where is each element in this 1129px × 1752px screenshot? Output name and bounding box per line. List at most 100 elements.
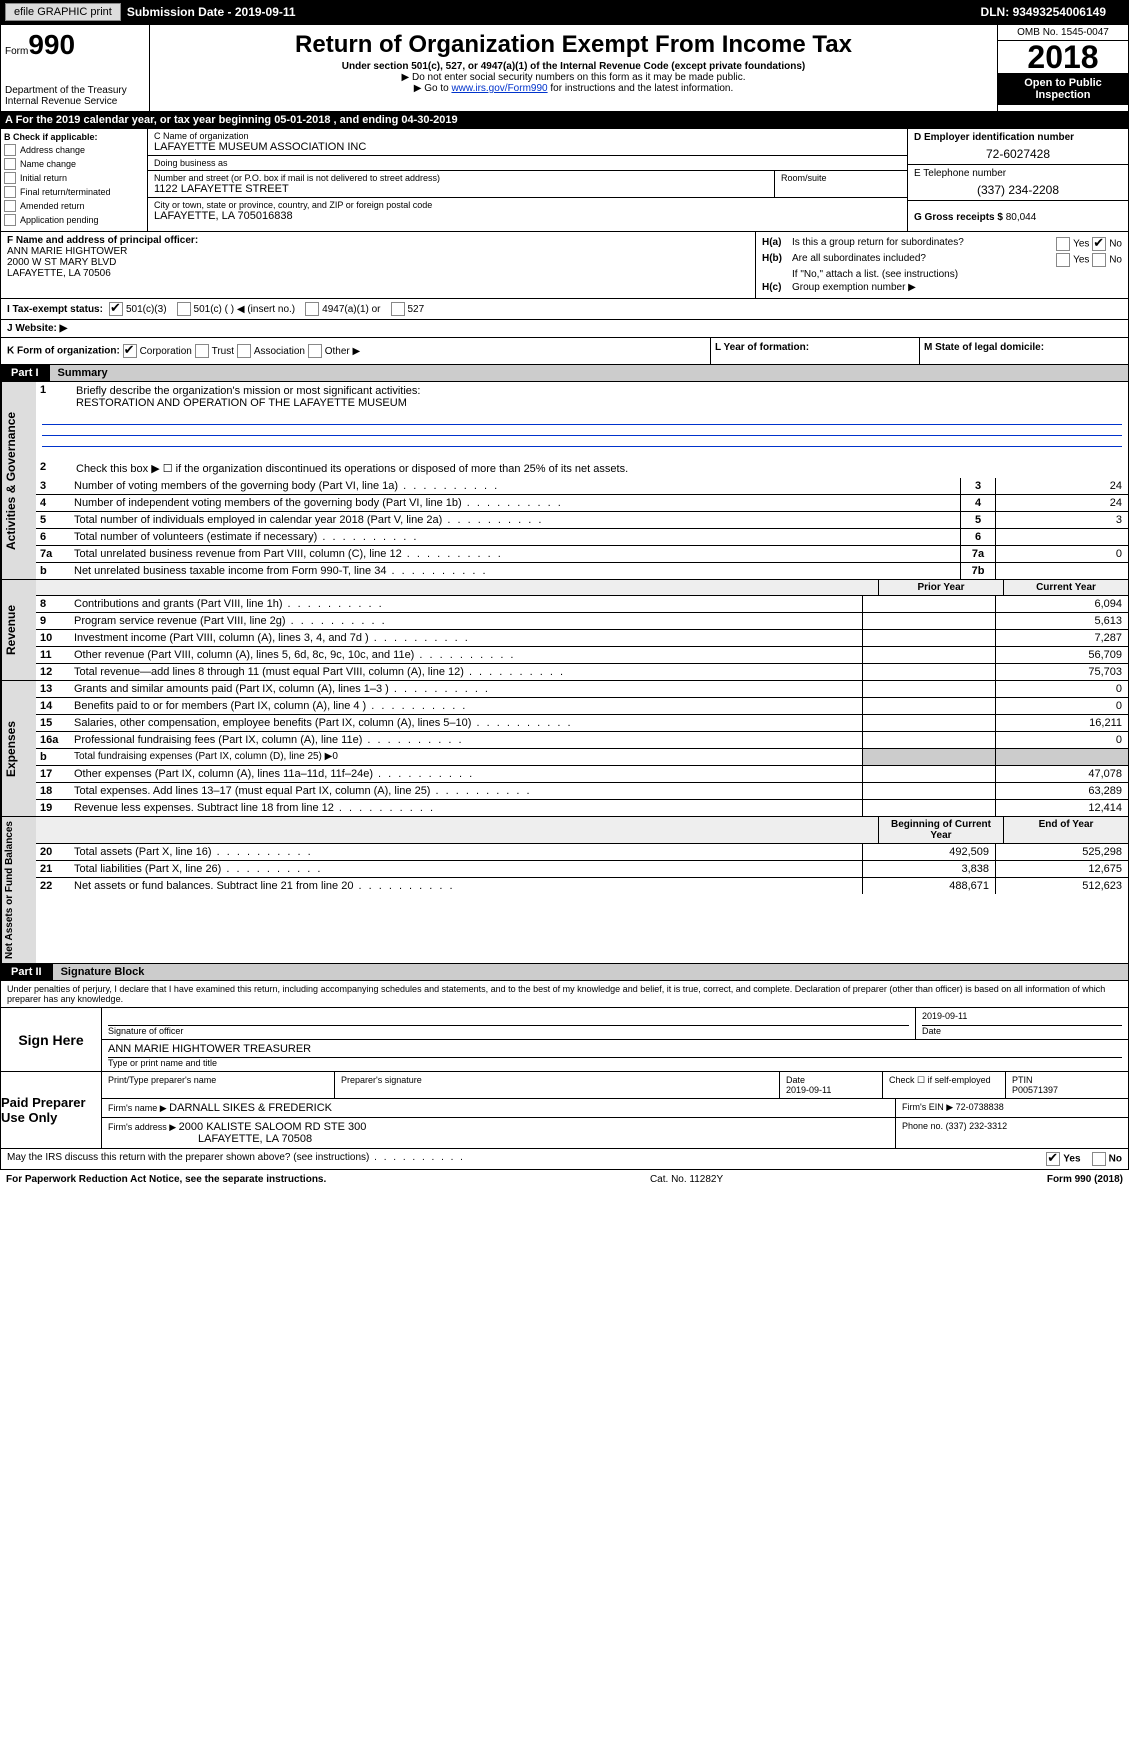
ha-answer: Yes No: [1032, 237, 1122, 251]
pdate-value: 2019-09-11: [786, 1085, 876, 1095]
opt-other[interactable]: Other ▶: [308, 346, 360, 357]
phone-value: (337) 234-2208: [914, 183, 1122, 197]
line-number: b: [36, 749, 70, 765]
row-j-website: J Website: ▶: [0, 320, 1129, 338]
checkbox-icon[interactable]: [1056, 253, 1070, 267]
room-cell: Room/suite: [775, 171, 907, 197]
line-text: Investment income (Part VIII, column (A)…: [70, 630, 862, 646]
form-number: Form990: [5, 29, 145, 61]
form-header-left: Form990 Department of the Treasury Inter…: [1, 25, 150, 111]
ptin-value: P00571397: [1012, 1085, 1122, 1095]
f-addr1: 2000 W ST MARY BLVD: [7, 257, 749, 268]
i-label: I Tax-exempt status:: [7, 304, 103, 315]
cb-address-change[interactable]: Address change: [4, 144, 144, 156]
pdate-cell: Date 2019-09-11: [780, 1072, 883, 1098]
f-addr2: LAFAYETTE, LA 70506: [7, 268, 749, 279]
ein-value: 72-6027428: [914, 147, 1122, 161]
opt-527[interactable]: 527: [391, 302, 425, 316]
discuss-answer: Yes No: [1046, 1152, 1122, 1166]
opt-501c[interactable]: 501(c) ( ) ◀ (insert no.): [177, 302, 296, 316]
curr-value: 63,289: [995, 783, 1128, 799]
irs-link[interactable]: www.irs.gov/Form990: [451, 83, 547, 94]
line-text: Program service revenue (Part VIII, line…: [70, 613, 862, 629]
cb-initial-return[interactable]: Initial return: [4, 172, 144, 184]
checkbox-icon: [237, 344, 251, 358]
cb-final-return[interactable]: Final return/terminated: [4, 186, 144, 198]
governance-rows: 1 Briefly describe the organization's mi…: [36, 382, 1128, 579]
form-header: Form990 Department of the Treasury Inter…: [0, 24, 1129, 112]
curr-value: 5,613: [995, 613, 1128, 629]
current-year-header: Current Year: [1003, 580, 1128, 595]
section-bcdeg: B Check if applicable: Address change Na…: [0, 129, 1129, 232]
officer-name-value: ANN MARIE HIGHTOWER TREASURER: [108, 1043, 1122, 1058]
part2-label: Part II: [1, 964, 52, 980]
discuss-text: May the IRS discuss this return with the…: [7, 1152, 465, 1166]
efile-print-button[interactable]: efile GRAPHIC print: [5, 3, 121, 21]
firm-ein-value: 72-0738838: [956, 1102, 1004, 1112]
checkbox-icon[interactable]: [1046, 1152, 1060, 1166]
note2-pre: ▶ Go to: [414, 83, 452, 94]
line-number: 21: [36, 861, 70, 877]
ha-text: Is this a group return for subordinates?: [792, 237, 1032, 251]
no-label: No: [1109, 239, 1122, 250]
line-text: Contributions and grants (Part VIII, lin…: [70, 596, 862, 612]
table-row: 19 Revenue less expenses. Subtract line …: [36, 800, 1128, 816]
opt-trust[interactable]: Trust: [195, 346, 234, 357]
q1-label: Briefly describe the organization's miss…: [76, 385, 420, 397]
form-subtitle: Under section 501(c), 527, or 4947(a)(1)…: [154, 61, 993, 72]
checkbox-icon[interactable]: [1056, 237, 1070, 251]
prior-value: [862, 698, 995, 714]
opt-association[interactable]: Association: [237, 346, 305, 357]
signature-block: Under penalties of perjury, I declare th…: [0, 981, 1129, 1149]
firm-name-cell: Firm's name ▶ DARNALL SIKES & FREDERICK: [102, 1099, 896, 1117]
line-text: Number of voting members of the governin…: [70, 478, 960, 494]
curr-value: 12,675: [995, 861, 1128, 877]
line-number: 4: [36, 495, 70, 511]
officer-name-cell: ANN MARIE HIGHTOWER TREASURER Type or pr…: [102, 1040, 1128, 1071]
psig-cell: Preparer's signature: [335, 1072, 780, 1098]
line-number: 11: [36, 647, 70, 663]
checkbox-icon[interactable]: [1092, 253, 1106, 267]
hb-note: If "No," attach a list. (see instruction…: [792, 269, 1122, 280]
street-value: 1122 LAFAYETTE STREET: [154, 183, 768, 195]
opt-corporation[interactable]: Corporation: [123, 346, 192, 357]
revenue-block: Revenue Prior Year Current Year 8 Contri…: [0, 580, 1129, 681]
curr-value: 47,078: [995, 766, 1128, 782]
checkbox-icon: [305, 302, 319, 316]
line-number: 7a: [36, 546, 70, 562]
prior-value: [862, 783, 995, 799]
prior-value: [862, 749, 995, 765]
table-row: 18 Total expenses. Add lines 13–17 (must…: [36, 783, 1128, 800]
line-number: 10: [36, 630, 70, 646]
opt-501c3[interactable]: 501(c)(3): [109, 302, 167, 316]
l-label: L Year of formation:: [715, 342, 809, 353]
checkbox-icon[interactable]: [1092, 1152, 1106, 1166]
section-b-header: B Check if applicable:: [4, 132, 144, 142]
line-text: Total fundraising expenses (Part IX, col…: [70, 749, 862, 765]
checkbox-icon[interactable]: [1092, 237, 1106, 251]
prior-year-header: Prior Year: [878, 580, 1003, 595]
line-number: 9: [36, 613, 70, 629]
cb-name-change[interactable]: Name change: [4, 158, 144, 170]
cb-application-pending[interactable]: Application pending: [4, 214, 144, 226]
prior-value: [862, 766, 995, 782]
line-box: 6: [960, 529, 995, 545]
firm-ein-cell: Firm's EIN ▶ 72-0738838: [896, 1099, 1128, 1117]
prior-value: 488,671: [862, 878, 995, 894]
row-m: M State of legal domicile:: [919, 338, 1128, 364]
row-i-tax-exempt: I Tax-exempt status: 501(c)(3) 501(c) ( …: [0, 299, 1129, 320]
table-row: 20 Total assets (Part X, line 16) 492,50…: [36, 844, 1128, 861]
discuss-row: May the IRS discuss this return with the…: [0, 1149, 1129, 1170]
officer-sig-row: Signature of officer 2019-09-11 Date: [102, 1008, 1128, 1040]
section-deg: D Employer identification number 72-6027…: [907, 129, 1128, 231]
line-box: 3: [960, 478, 995, 494]
no-label: No: [1109, 1154, 1122, 1165]
hb-text: Are all subordinates included?: [792, 253, 1032, 267]
curr-value: [995, 749, 1128, 765]
q2-row: 2 Check this box ▶ ☐ if the organization…: [36, 459, 1128, 478]
part2-header: Part II Signature Block: [0, 964, 1129, 981]
cb-amended-return[interactable]: Amended return: [4, 200, 144, 212]
hb-label: H(b): [762, 253, 792, 267]
opt-4947[interactable]: 4947(a)(1) or: [305, 302, 380, 316]
open-to-public: Open to Public Inspection: [998, 73, 1128, 105]
